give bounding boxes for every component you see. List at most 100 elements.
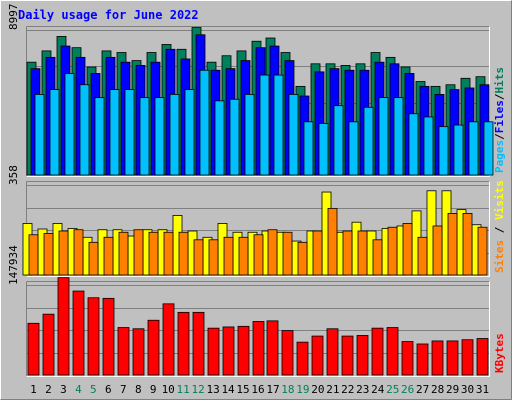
bar-kbytes-day-10 xyxy=(162,303,175,376)
bar-pages-day-19 xyxy=(303,121,314,176)
bar-kbytes-day-20 xyxy=(311,335,324,376)
right-legend-label: KBytes xyxy=(493,333,506,373)
bar-sites-day-16 xyxy=(253,234,264,276)
x-tick-label-day-15: 15 xyxy=(236,383,249,396)
x-tick-label-day-7: 7 xyxy=(120,383,127,396)
bar-sites-day-18 xyxy=(282,231,293,276)
bar-kbytes-day-17 xyxy=(266,320,279,376)
legend-hits: Hits xyxy=(493,67,506,94)
bar-sites-day-25 xyxy=(387,226,398,276)
x-tick-label-day-25: 25 xyxy=(386,383,399,396)
bar-sites-day-26 xyxy=(402,223,413,276)
x-tick-label-day-31: 31 xyxy=(476,383,489,396)
bar-kbytes-day-27 xyxy=(416,343,429,376)
x-tick-label-day-28: 28 xyxy=(431,383,444,396)
bar-pages-day-8 xyxy=(139,97,150,176)
bar-pages-day-2 xyxy=(49,89,60,176)
legend-separator: / xyxy=(493,220,506,240)
bar-sites-day-30 xyxy=(462,213,473,276)
x-tick-label-day-21: 21 xyxy=(326,383,339,396)
bar-pages-day-26 xyxy=(408,113,419,176)
bar-kbytes-day-16 xyxy=(252,321,265,376)
bar-sites-day-23 xyxy=(357,230,368,276)
x-tick-label-day-18: 18 xyxy=(281,383,294,396)
bar-pages-day-23 xyxy=(363,106,374,176)
bar-kbytes-day-1 xyxy=(27,322,40,376)
x-tick-label-day-22: 22 xyxy=(341,383,354,396)
bar-sites-day-13 xyxy=(208,239,219,276)
x-tick-label-day-12: 12 xyxy=(192,383,205,396)
bar-kbytes-day-13 xyxy=(207,327,220,376)
x-tick-label-day-29: 29 xyxy=(446,383,459,396)
bar-pages-day-5 xyxy=(94,97,105,176)
legend-sites: Sites xyxy=(493,240,506,273)
bar-pages-day-6 xyxy=(109,89,120,176)
bar-kbytes-day-29 xyxy=(446,340,459,376)
x-tick-label-day-6: 6 xyxy=(105,383,112,396)
bar-pages-day-3 xyxy=(64,73,75,176)
x-tick-label-day-1: 1 xyxy=(30,383,37,396)
bar-sites-day-12 xyxy=(193,239,204,276)
x-tick-label-day-8: 8 xyxy=(135,383,142,396)
bar-pages-day-10 xyxy=(169,94,180,176)
x-tick-label-day-26: 26 xyxy=(401,383,414,396)
bar-kbytes-day-7 xyxy=(117,327,130,376)
bar-kbytes-day-18 xyxy=(281,330,294,376)
bar-pages-day-4 xyxy=(79,84,90,176)
bar-sites-day-22 xyxy=(342,230,353,276)
legend-separator: / xyxy=(493,93,506,100)
bar-pages-day-22 xyxy=(348,121,359,176)
bar-pages-day-27 xyxy=(423,116,434,176)
bar-sites-day-27 xyxy=(417,236,428,276)
bar-sites-day-9 xyxy=(148,231,159,276)
bar-kbytes-day-30 xyxy=(461,339,474,376)
bar-kbytes-day-3 xyxy=(57,277,70,376)
bar-kbytes-day-22 xyxy=(341,335,354,376)
bar-sites-day-21 xyxy=(327,207,338,276)
bar-sites-day-17 xyxy=(267,229,278,276)
bar-pages-day-31 xyxy=(483,121,494,176)
bar-pages-day-24 xyxy=(378,97,389,176)
bar-sites-day-6 xyxy=(103,236,114,276)
x-tick-label-day-23: 23 xyxy=(356,383,369,396)
x-tick-label-day-17: 17 xyxy=(266,383,279,396)
right-legend-label: Pages/Files/Hits xyxy=(493,67,506,173)
bar-sites-day-29 xyxy=(447,213,458,276)
bar-kbytes-day-31 xyxy=(476,338,489,376)
bar-kbytes-day-19 xyxy=(296,341,309,376)
bar-kbytes-day-15 xyxy=(237,325,250,376)
bar-pages-day-14 xyxy=(229,98,240,176)
bar-pages-day-30 xyxy=(468,121,479,176)
bar-pages-day-21 xyxy=(333,105,344,176)
bar-sites-day-4 xyxy=(73,229,84,276)
x-tick-label-day-27: 27 xyxy=(416,383,429,396)
x-tick-label-day-14: 14 xyxy=(221,383,235,396)
bar-sites-day-15 xyxy=(238,236,249,276)
bar-sites-day-1 xyxy=(28,234,39,276)
series-kbytes xyxy=(27,277,489,376)
bar-pages-day-7 xyxy=(124,89,135,176)
bar-sites-day-3 xyxy=(58,230,69,276)
x-tick-label-day-4: 4 xyxy=(75,383,82,396)
bar-kbytes-day-21 xyxy=(326,328,339,376)
bar-pages-day-28 xyxy=(438,126,449,176)
bar-sites-day-5 xyxy=(88,241,99,276)
y-max-tick-label: 358 xyxy=(7,165,20,185)
bar-kbytes-day-12 xyxy=(192,311,205,376)
bar-kbytes-day-6 xyxy=(102,297,115,376)
bar-sites-day-10 xyxy=(163,231,174,276)
bar-sites-day-28 xyxy=(432,225,443,276)
bar-sites-day-2 xyxy=(43,233,54,276)
bar-kbytes-day-25 xyxy=(386,327,399,376)
right-legend-label: Sites / Visits xyxy=(493,180,506,273)
bar-pages-day-12 xyxy=(199,69,210,176)
legend-visits: Visits xyxy=(493,180,506,220)
bar-pages-day-16 xyxy=(259,74,270,176)
bar-pages-day-15 xyxy=(244,94,255,176)
bar-pages-day-20 xyxy=(318,123,329,176)
x-tick-label-day-5: 5 xyxy=(90,383,97,396)
series-pages xyxy=(34,69,494,176)
bar-pages-day-25 xyxy=(393,97,404,176)
